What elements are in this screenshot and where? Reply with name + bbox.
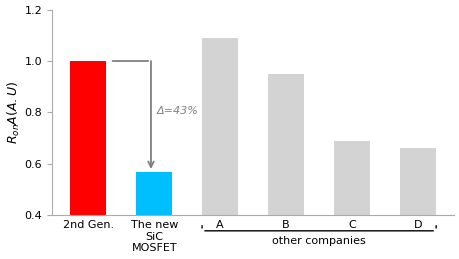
Bar: [136, 172, 172, 215]
Bar: [70, 61, 106, 215]
Text: other companies: other companies: [272, 236, 365, 246]
Text: Δ=43%: Δ=43%: [156, 106, 198, 116]
Bar: [268, 74, 303, 215]
Bar: [202, 38, 238, 215]
Bar: [399, 148, 435, 215]
Y-axis label: $R_{on}A(A.U)$: $R_{on}A(A.U)$: [6, 81, 22, 144]
Bar: [333, 141, 369, 215]
